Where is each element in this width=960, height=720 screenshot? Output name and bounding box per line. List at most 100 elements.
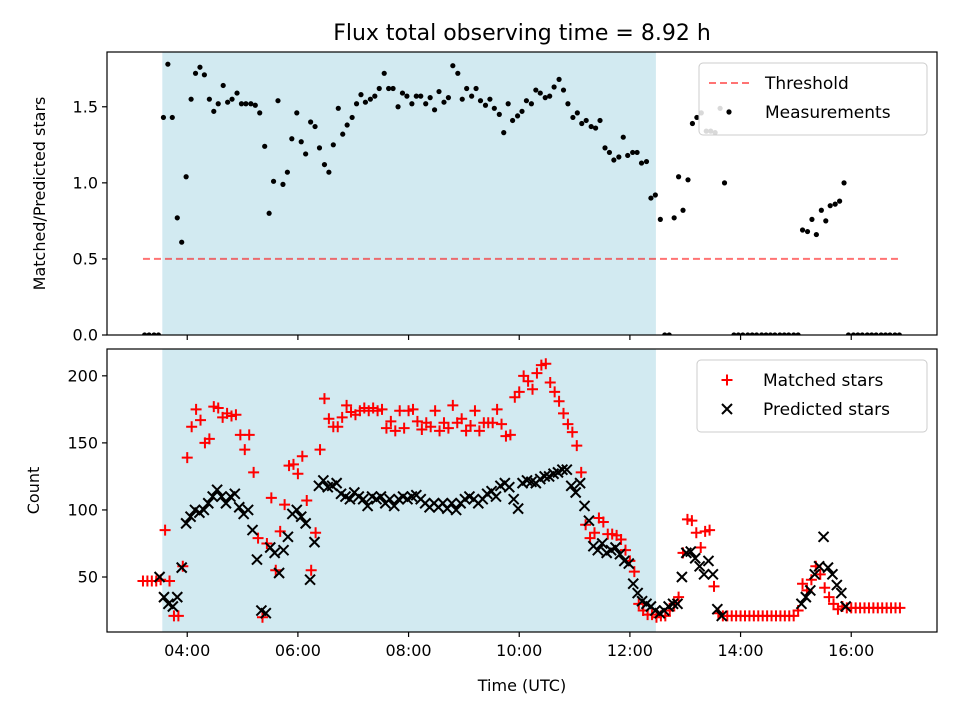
- data-point: [317, 474, 330, 487]
- data-point: [531, 367, 543, 379]
- data-point: [220, 82, 226, 89]
- data-point: [522, 375, 534, 387]
- data-point: [395, 104, 401, 110]
- data-point: [675, 174, 682, 180]
- data-point: [549, 386, 561, 398]
- data-point: [896, 332, 902, 335]
- data-point: [721, 180, 728, 186]
- data-point: [882, 332, 889, 335]
- data-point: [805, 574, 817, 586]
- data-point: [533, 87, 539, 93]
- data-point: [873, 332, 879, 335]
- data-point: [172, 610, 184, 622]
- data-point: [301, 495, 313, 507]
- data-point: [556, 464, 569, 476]
- data-point: [367, 96, 373, 102]
- data-point: [859, 332, 865, 335]
- data-point: [800, 591, 812, 603]
- data-point: [159, 524, 171, 536]
- data-point: [180, 517, 192, 530]
- axes-frame: [106, 348, 938, 633]
- data-point: [282, 531, 294, 543]
- data-point: [553, 395, 565, 407]
- data-point: [349, 114, 355, 121]
- data-point: [310, 527, 322, 539]
- data-point: [894, 602, 906, 614]
- data-point: [215, 101, 221, 107]
- data-point: [416, 423, 428, 435]
- panel-ratio: 0.0 0.5 1.0 1.5 Matched/Predicted stars Thres…: [30, 51, 938, 345]
- data-point: [514, 113, 521, 119]
- data-point: [685, 177, 691, 183]
- data-point: [450, 504, 462, 516]
- data-point: [540, 358, 552, 370]
- data-point: [574, 477, 586, 489]
- data-point: [627, 578, 639, 590]
- data-point: [192, 70, 199, 76]
- legend: Matched stars Predicted stars: [696, 359, 928, 433]
- data-point: [749, 332, 755, 335]
- data-point: [690, 527, 702, 539]
- data-point: [340, 131, 346, 137]
- data-point: [560, 87, 567, 93]
- legend-swatch: [721, 403, 733, 415]
- data-point: [375, 490, 387, 503]
- data-point: [819, 582, 831, 594]
- data-point: [504, 429, 516, 441]
- data-point: [809, 568, 821, 581]
- y-tick-label: 50: [78, 568, 98, 587]
- data-point: [407, 403, 419, 415]
- data-point: [174, 215, 180, 221]
- data-point: [362, 99, 369, 105]
- data-point: [203, 433, 215, 445]
- data-point: [167, 600, 179, 613]
- data-point: [336, 411, 348, 423]
- data-point: [694, 114, 700, 121]
- data-point: [239, 444, 251, 456]
- data-point: [583, 514, 595, 527]
- data-point: [238, 101, 245, 107]
- data-point: [671, 215, 677, 221]
- data-point: [491, 105, 497, 111]
- data-point: [280, 181, 286, 187]
- data-point: [804, 228, 811, 235]
- data-point: [814, 568, 826, 580]
- data-point: [588, 527, 600, 539]
- data-point: [634, 149, 640, 156]
- data-point: [427, 95, 433, 101]
- observing-window-shade: [162, 52, 656, 335]
- data-point: [487, 417, 499, 429]
- data-point: [260, 607, 272, 619]
- data-point: [667, 598, 679, 610]
- data-point: [389, 425, 401, 437]
- data-point: [404, 93, 410, 99]
- data-point: [321, 161, 328, 168]
- data-point: [142, 332, 148, 335]
- data-point: [289, 136, 295, 142]
- data-point: [323, 413, 335, 425]
- y-tick-label: 1.0: [73, 173, 98, 192]
- data-point: [225, 99, 231, 105]
- data-point: [446, 497, 458, 509]
- data-point: [702, 555, 715, 567]
- data-point: [206, 96, 212, 102]
- data-point: [198, 504, 210, 516]
- data-point: [425, 421, 437, 433]
- data-point: [503, 481, 515, 493]
- data-point: [772, 332, 778, 335]
- data-point: [831, 579, 843, 591]
- data-point: [673, 591, 685, 603]
- data-point: [827, 203, 833, 209]
- data-point: [716, 610, 728, 622]
- data-point: [398, 422, 410, 434]
- data-point: [878, 332, 884, 335]
- x-tick-label: 04:00: [164, 641, 210, 660]
- data-point: [186, 421, 198, 433]
- y-tick-label: 150: [67, 433, 98, 452]
- y-tick-label: 1.5: [73, 97, 98, 116]
- data-point: [211, 108, 217, 114]
- data-point: [754, 332, 760, 335]
- data-point: [686, 515, 698, 527]
- data-point: [220, 497, 232, 509]
- data-point: [662, 332, 668, 335]
